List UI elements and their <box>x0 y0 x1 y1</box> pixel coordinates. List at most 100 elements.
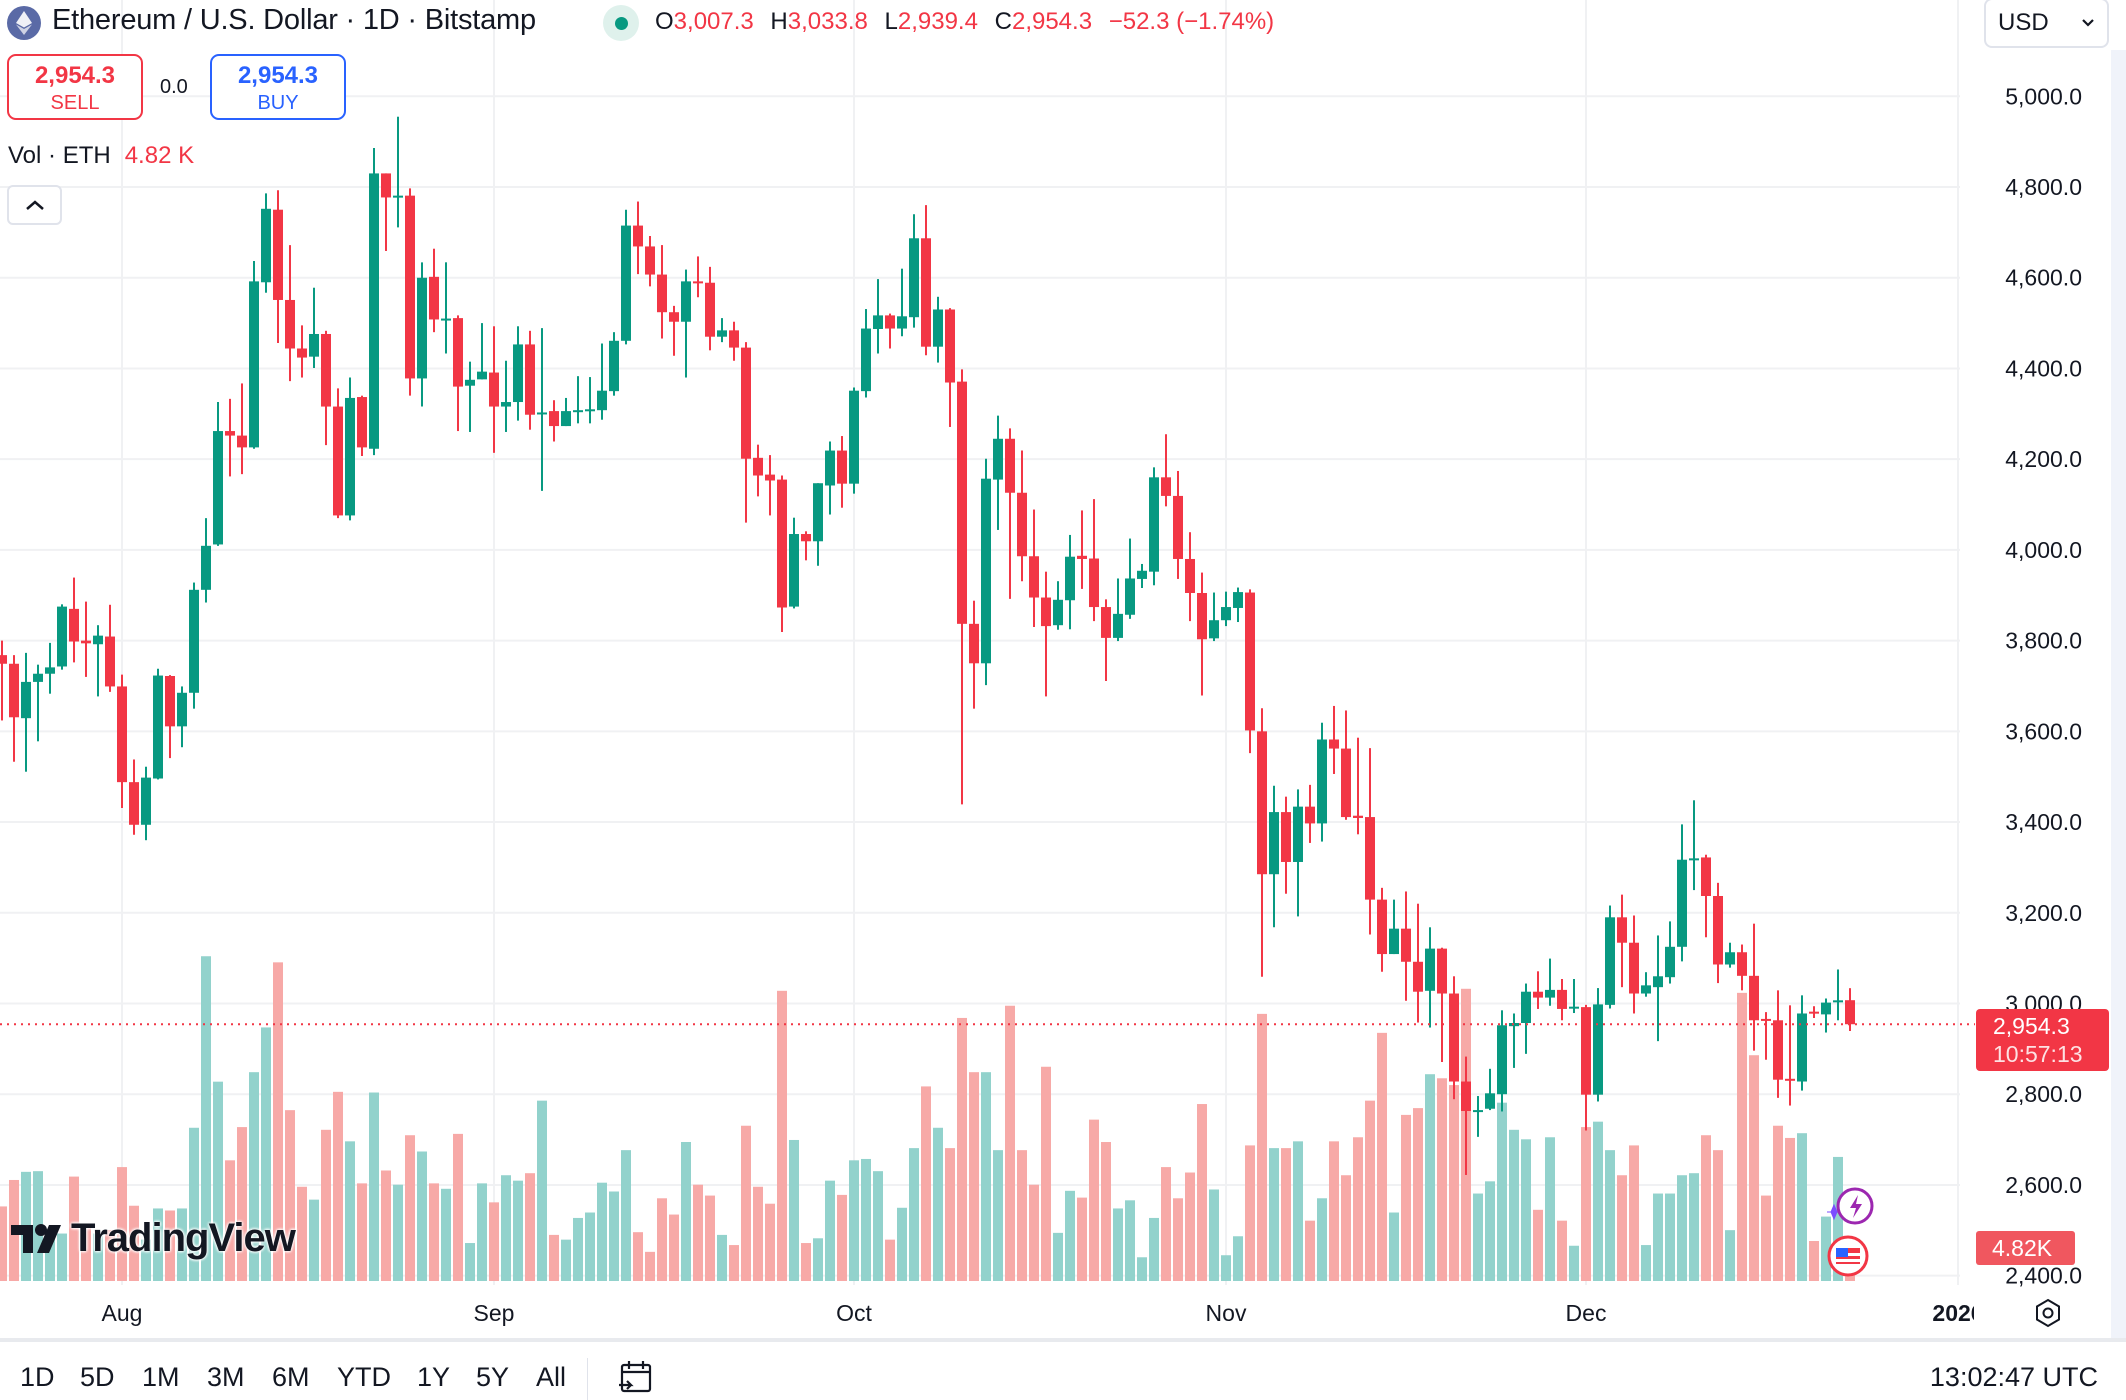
spread-value: 0.0 <box>160 76 188 98</box>
volume-legend-label: Vol · ETH <box>8 142 111 169</box>
volume-bar <box>873 1171 883 1281</box>
candle-body <box>1533 991 1543 998</box>
volume-legend-value: 4.82 K <box>124 142 195 169</box>
range-all[interactable]: All <box>536 1362 567 1392</box>
time-axis[interactable]: Aug Sep Oct Nov Dec 2026 <box>102 1300 1984 1326</box>
price-scale-strip[interactable] <box>2111 50 2126 1338</box>
candle <box>1665 921 1675 984</box>
buy-price: 2,954.3 <box>237 62 319 89</box>
candle-body <box>945 309 955 383</box>
candle-body <box>141 777 151 825</box>
candle <box>1401 891 1411 1001</box>
price-tick-label: 4,600.0 <box>2005 265 2082 291</box>
event-lightning-icon[interactable] <box>1825 1186 1875 1235</box>
volume-bar <box>633 1232 643 1281</box>
range-5d[interactable]: 5D <box>80 1362 115 1392</box>
candle-body <box>213 431 223 545</box>
volume-bar <box>357 1183 367 1281</box>
candle-body <box>1521 991 1531 1024</box>
price-series <box>0 116 1855 1175</box>
candle-body <box>1797 1013 1807 1082</box>
candle <box>1629 915 1639 1014</box>
tradingview-logo[interactable]: TradingView <box>11 1216 296 1261</box>
volume-bar <box>369 1092 379 1281</box>
volume-bar <box>1017 1150 1027 1281</box>
symbol-title[interactable]: Ethereum / U.S. Dollar · 1D · Bitstamp <box>52 4 536 36</box>
candle-body <box>1185 558 1195 593</box>
price-tick-label: 4,400.0 <box>2005 355 2082 381</box>
candle <box>621 209 631 345</box>
candle <box>1425 927 1435 1028</box>
change-value: −52.3 (−1.74%) <box>1108 8 1275 35</box>
volume-bar <box>237 1127 247 1281</box>
candle-body <box>1137 570 1147 579</box>
candle-body <box>861 328 871 392</box>
volume-bar <box>945 1148 955 1281</box>
candle <box>573 376 583 424</box>
bottom-toolbar: 1D 5D 1M 3M 6M YTD 1Y 5Y All 13:02:47 UT… <box>0 1342 2126 1400</box>
candle <box>405 188 415 396</box>
volume-bar <box>1437 1078 1447 1281</box>
volume-bar <box>1785 1137 1795 1281</box>
volume-bar <box>477 1183 487 1281</box>
sell-button[interactable]: 2,954.3 SELL <box>7 54 143 120</box>
candle-body <box>129 782 139 825</box>
volume-legend[interactable]: Vol · ETH 4.82 K <box>8 142 194 170</box>
candle-body <box>1209 620 1219 639</box>
candle <box>1533 971 1543 1009</box>
candle <box>285 245 295 382</box>
price-axis[interactable]: 5,000.0 4,800.0 4,600.0 4,400.0 4,200.0 4,000… <box>2005 83 2082 1288</box>
candle-body <box>273 209 283 300</box>
volume-bar <box>1341 1175 1351 1281</box>
currency-select[interactable]: USD <box>1984 0 2109 48</box>
volume-bar <box>1221 1255 1231 1281</box>
range-1d[interactable]: 1D <box>20 1362 55 1392</box>
candle-body <box>381 173 391 198</box>
volume-bar <box>69 1176 79 1281</box>
volume-bar <box>849 1160 859 1281</box>
candle <box>1125 538 1135 619</box>
range-1y[interactable]: 1Y <box>417 1362 451 1392</box>
candle <box>549 400 559 442</box>
candle <box>1185 532 1195 622</box>
candle <box>1437 947 1447 1063</box>
candle <box>537 328 547 491</box>
volume-bar <box>1089 1119 1099 1281</box>
candle <box>1053 581 1063 630</box>
candle <box>45 642 55 694</box>
chevron-down-icon <box>2082 19 2094 27</box>
range-ytd[interactable]: YTD <box>337 1362 391 1392</box>
candle-body <box>645 246 655 275</box>
volume-bar <box>0 1206 7 1281</box>
candle <box>1689 800 1699 891</box>
candle <box>1785 1005 1795 1106</box>
candle <box>393 116 403 228</box>
candle <box>429 248 439 333</box>
candle-body <box>1365 817 1375 900</box>
volume-bar <box>81 1224 91 1281</box>
candle-body <box>1809 1011 1819 1014</box>
buy-button[interactable]: 2,954.3 BUY <box>210 54 346 120</box>
market-open-status-icon[interactable] <box>603 5 639 41</box>
candle-body <box>465 379 475 386</box>
calendar-icon[interactable] <box>617 1358 655 1396</box>
candle-body <box>393 195 403 198</box>
range-5y[interactable]: 5Y <box>476 1362 510 1392</box>
axis-settings-icon[interactable] <box>2032 1297 2064 1334</box>
candle-body <box>1101 607 1111 638</box>
candle-body <box>1389 928 1399 955</box>
volume-bar <box>933 1127 943 1281</box>
volume-bar <box>285 1110 295 1281</box>
range-1m[interactable]: 1M <box>142 1362 180 1392</box>
candle-body <box>1557 989 1567 1009</box>
range-6m[interactable]: 6M <box>272 1362 310 1392</box>
candle-body <box>897 316 907 329</box>
candle <box>705 266 715 351</box>
candle <box>57 604 67 670</box>
utc-clock[interactable]: 13:02:47 UTC <box>1929 1362 2098 1392</box>
range-3m[interactable]: 3M <box>207 1362 245 1392</box>
collapse-legend-button[interactable] <box>7 185 62 225</box>
candle-body <box>933 309 943 347</box>
us-flag-event-icon[interactable] <box>1826 1234 1870 1283</box>
